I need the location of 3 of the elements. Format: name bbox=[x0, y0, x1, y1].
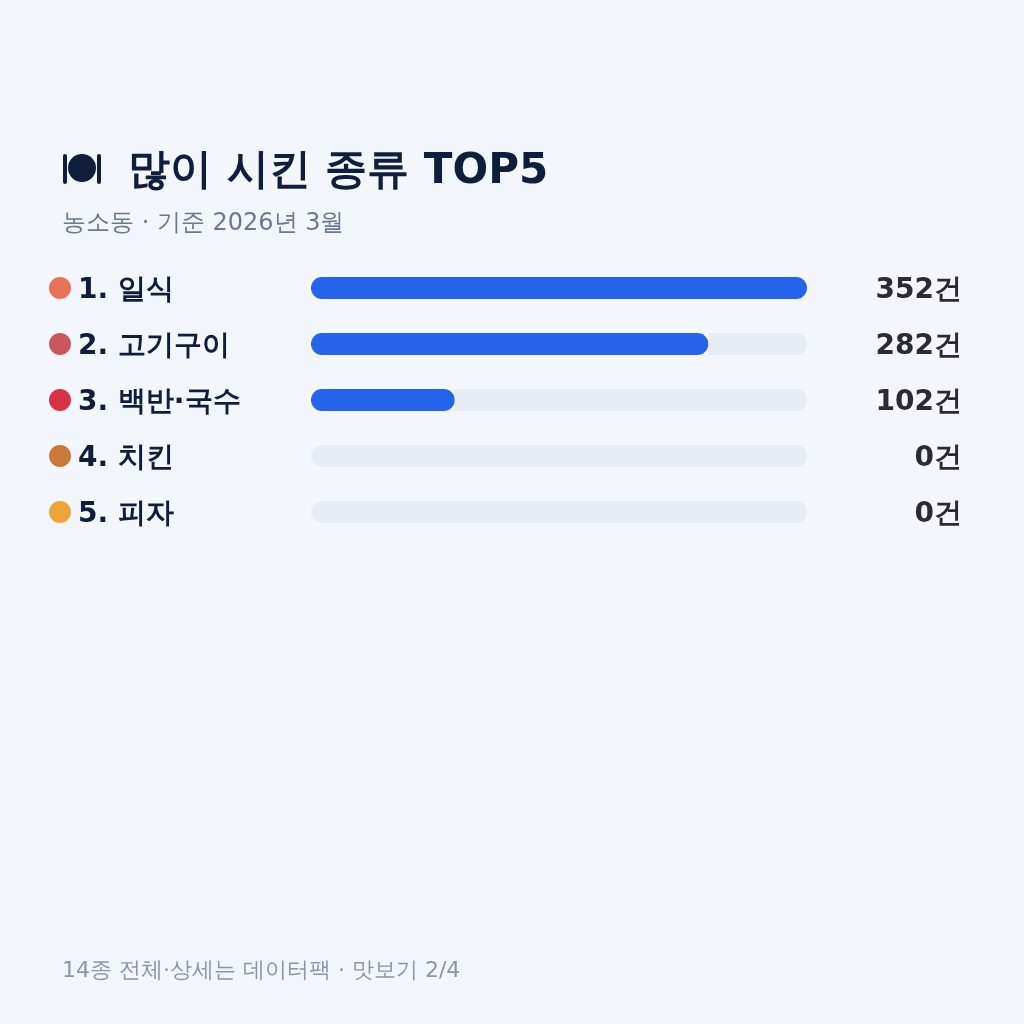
title: 많이 시킨 종류 TOP5 bbox=[128, 144, 549, 193]
subtitle: 농소동 · 기준 2026년 3월 bbox=[62, 208, 345, 236]
annotation: 14종 전체·상세는 데이터팩 · 맛보기 2/4 bbox=[62, 957, 461, 982]
